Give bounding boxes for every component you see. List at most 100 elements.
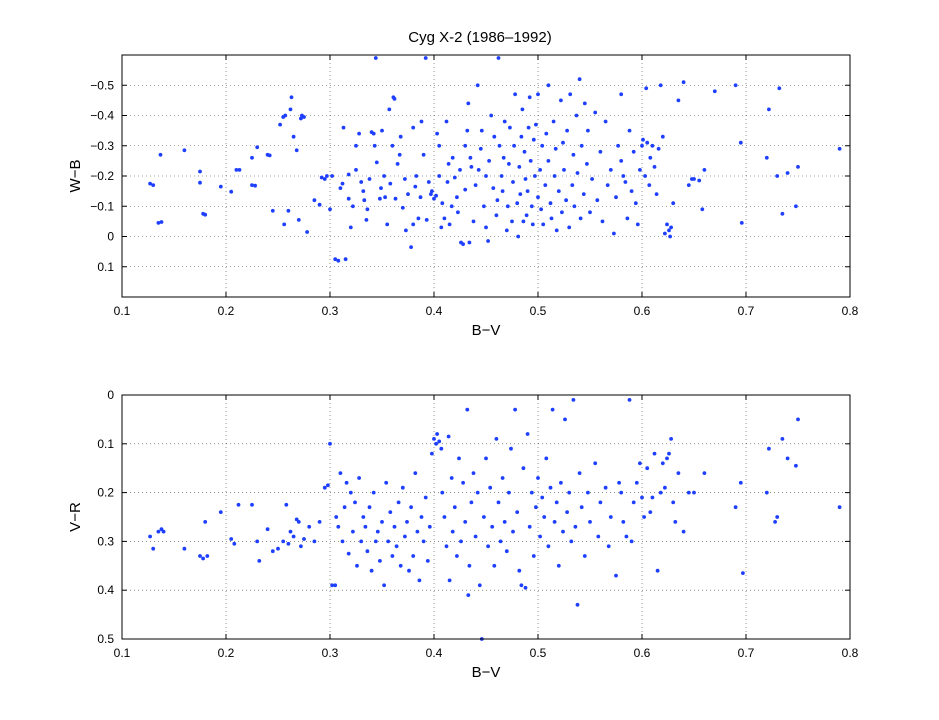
data-point: [523, 177, 528, 181]
data-point: [432, 196, 436, 201]
data-point: [289, 95, 294, 100]
data-point: [577, 471, 582, 475]
data-point: [644, 86, 649, 91]
data-point: [499, 174, 504, 178]
data-point: [619, 490, 624, 495]
data-point: [398, 134, 403, 139]
data-point: [673, 520, 678, 524]
data-point: [342, 505, 347, 510]
data-point: [378, 196, 382, 201]
data-point: [466, 593, 471, 597]
data-point: [560, 210, 564, 215]
data-point: [509, 446, 513, 451]
data-point: [159, 220, 164, 224]
data-point: [307, 524, 312, 529]
data-point: [508, 125, 512, 130]
data-point: [452, 505, 457, 510]
data-point: [565, 128, 569, 133]
data-point: [525, 432, 530, 436]
data-point: [236, 502, 241, 507]
data-point: [692, 490, 696, 495]
data-point: [257, 559, 262, 563]
data-point: [387, 107, 392, 112]
data-point: [585, 162, 589, 166]
data-point: [777, 86, 782, 91]
data-point: [182, 546, 187, 551]
data-point: [237, 168, 242, 172]
data-point: [561, 529, 565, 534]
data-point: [652, 165, 657, 169]
data-point: [469, 165, 474, 169]
data-point: [668, 234, 672, 239]
data-point: [471, 471, 476, 475]
data-point: [439, 446, 444, 451]
data-point: [198, 554, 202, 558]
data-point: [415, 529, 420, 534]
y-tick-label: −0.2: [90, 169, 114, 183]
bottom-scatter-panel: 0.1 0.2 0.3 0.4 0.5 0.6 0.7 0.8 0 0.1 0.2 0.3 0.4 0.5…: [67, 388, 859, 681]
data-point: [543, 183, 548, 188]
data-point: [328, 441, 332, 446]
data-point: [767, 107, 771, 112]
data-point: [413, 471, 418, 475]
data-point: [738, 140, 743, 145]
data-point: [573, 524, 578, 529]
data-point: [504, 549, 509, 554]
data-point: [796, 417, 800, 422]
data-point: [645, 140, 650, 145]
data-point: [603, 119, 608, 124]
data-point: [665, 456, 669, 461]
data-point: [496, 56, 501, 60]
data-point: [567, 490, 572, 495]
data-point: [409, 505, 413, 510]
data-point: [435, 432, 439, 436]
data-point: [296, 218, 301, 222]
data-point: [571, 398, 576, 402]
x-tick-label: 0.6: [634, 646, 651, 660]
data-point: [619, 92, 624, 97]
data-point: [450, 529, 455, 534]
data-point: [650, 143, 655, 148]
x-tick-label: 0.7: [738, 304, 755, 318]
data-point: [418, 195, 423, 200]
data-point: [270, 208, 275, 213]
data-point: [413, 184, 418, 189]
data-point: [390, 554, 395, 558]
data-point: [598, 500, 603, 505]
data-point: [656, 146, 661, 151]
data-point: [384, 480, 389, 485]
data-point: [629, 189, 634, 194]
data-point: [574, 113, 579, 118]
data-point: [375, 529, 380, 534]
data-point: [495, 198, 500, 203]
data-point: [697, 178, 702, 183]
data-point: [148, 181, 153, 186]
data-point: [663, 485, 667, 490]
data-point: [148, 534, 153, 539]
data-point: [501, 155, 506, 160]
data-point: [554, 500, 559, 505]
data-point: [619, 159, 624, 163]
y-tick-label: 0.2: [97, 486, 114, 500]
data-point: [338, 186, 343, 191]
data-point: [395, 162, 400, 166]
data-point: [484, 456, 488, 461]
data-point: [569, 539, 574, 544]
x-tick-label: 0.2: [218, 646, 235, 660]
data-point: [531, 137, 536, 142]
data-point: [492, 134, 497, 139]
data-point: [570, 183, 575, 188]
data-point: [423, 495, 428, 500]
data-point: [299, 544, 303, 549]
data-point: [492, 563, 497, 568]
data-point: [281, 539, 286, 544]
data-point: [446, 162, 451, 166]
data-point: [355, 563, 359, 568]
data-point: [571, 152, 576, 157]
data-point: [437, 174, 442, 178]
data-point: [519, 583, 524, 588]
data-point: [426, 180, 431, 184]
data-point: [527, 95, 532, 100]
data-point: [526, 125, 531, 130]
